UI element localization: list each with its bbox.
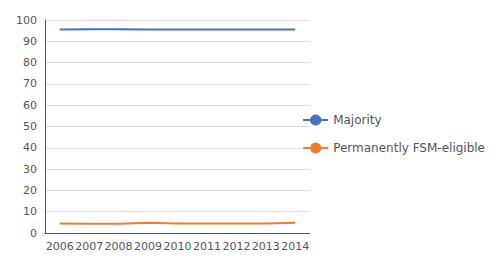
svg-text:20: 20 bbox=[23, 184, 37, 197]
svg-text:2013: 2013 bbox=[252, 240, 280, 253]
svg-text:2006: 2006 bbox=[46, 240, 74, 253]
svg-text:2010: 2010 bbox=[164, 240, 192, 253]
svg-text:Permanently FSM-eligible: Permanently FSM-eligible bbox=[333, 141, 485, 155]
svg-text:80: 80 bbox=[23, 56, 37, 69]
svg-text:2008: 2008 bbox=[105, 240, 133, 253]
svg-text:50: 50 bbox=[23, 120, 37, 133]
svg-text:2011: 2011 bbox=[193, 240, 221, 253]
svg-text:2009: 2009 bbox=[134, 240, 162, 253]
svg-text:10: 10 bbox=[23, 205, 37, 218]
svg-text:Majority: Majority bbox=[333, 113, 381, 127]
svg-text:2014: 2014 bbox=[281, 240, 309, 253]
svg-text:0: 0 bbox=[30, 227, 37, 240]
svg-text:100: 100 bbox=[16, 14, 37, 27]
svg-text:70: 70 bbox=[23, 77, 37, 90]
svg-text:90: 90 bbox=[23, 35, 37, 48]
svg-text:60: 60 bbox=[23, 99, 37, 112]
svg-text:2012: 2012 bbox=[222, 240, 250, 253]
svg-text:30: 30 bbox=[23, 163, 37, 176]
svg-text:2007: 2007 bbox=[75, 240, 103, 253]
svg-text:40: 40 bbox=[23, 141, 37, 154]
